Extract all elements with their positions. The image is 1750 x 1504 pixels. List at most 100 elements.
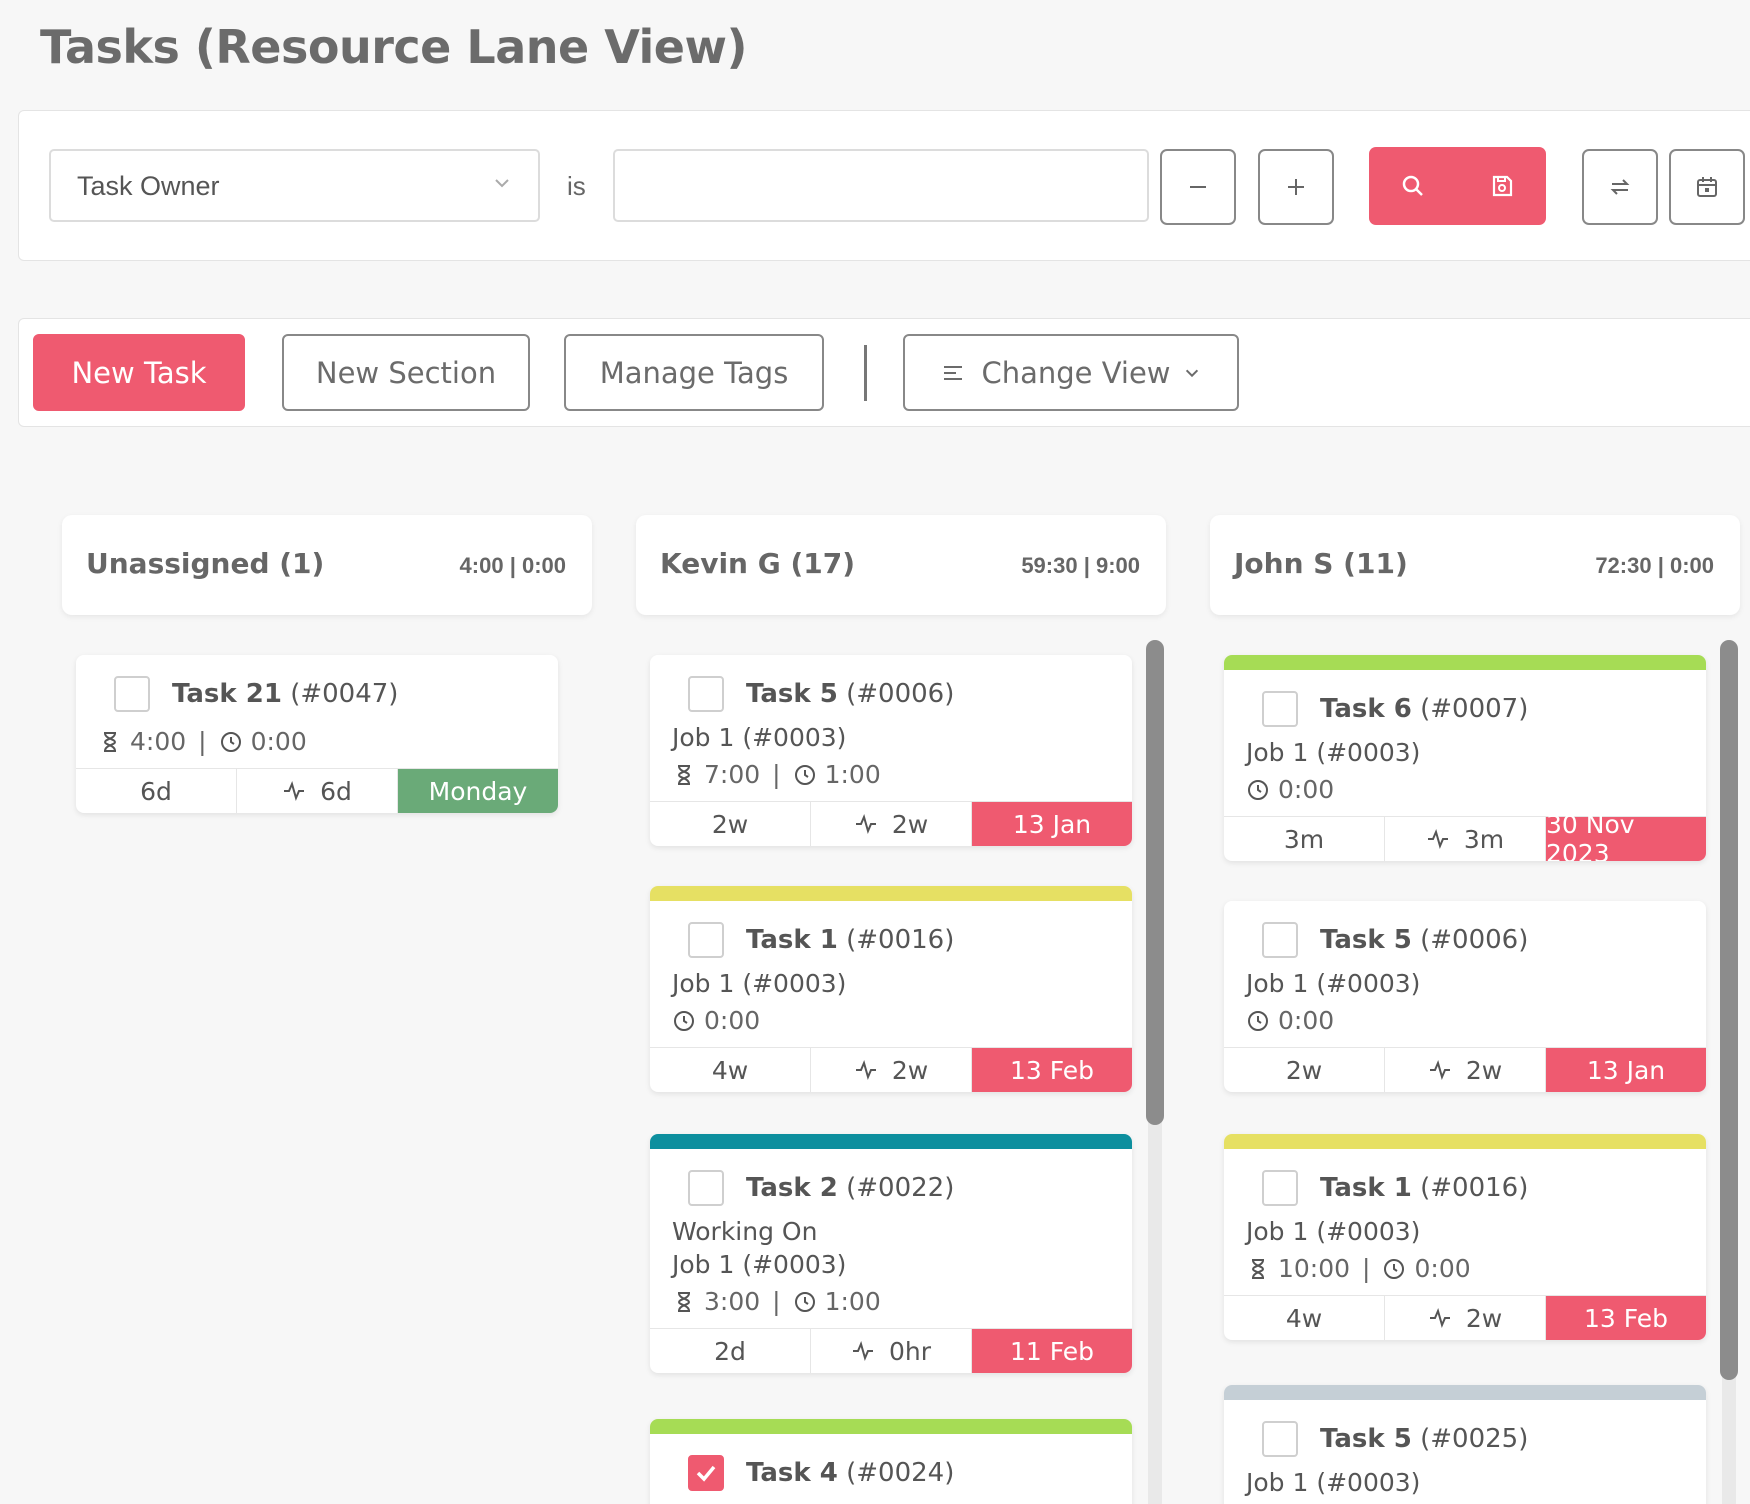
check-icon bbox=[696, 1465, 716, 1482]
task-name: Task 4 bbox=[746, 1458, 838, 1488]
chevron-down-icon bbox=[1185, 369, 1198, 377]
job-link[interactable]: Job 1 (#0003) bbox=[1246, 969, 1421, 998]
due-date-badge: 13 Feb bbox=[972, 1048, 1132, 1092]
task-card[interactable]: Task 6 (#0007) Job 1 (#0003) 0:00 3m 3m … bbox=[1224, 655, 1706, 861]
job-link[interactable]: Job 1 (#0003) bbox=[672, 1250, 847, 1279]
task-name: Task 2 bbox=[746, 1173, 838, 1203]
toolbar-divider bbox=[864, 345, 867, 401]
lane-name: Unassigned (1) bbox=[86, 547, 325, 580]
task-title: Task 4 (#0024) bbox=[746, 1458, 954, 1488]
task-id: (#0016) bbox=[846, 925, 955, 955]
lane-scrollbar-thumb[interactable] bbox=[1146, 640, 1164, 1125]
task-status: Working On bbox=[672, 1217, 818, 1246]
task-title: Task 1 (#0016) bbox=[1320, 1173, 1528, 1203]
add-filter-button[interactable] bbox=[1258, 149, 1334, 225]
task-name: Task 5 bbox=[1320, 1424, 1412, 1454]
task-id: (#0006) bbox=[846, 679, 955, 709]
task-id: (#0007) bbox=[1420, 694, 1529, 724]
tag-color-bar bbox=[650, 1134, 1132, 1149]
job-link[interactable]: Job 1 (#0003) bbox=[1246, 1217, 1421, 1246]
new-task-button[interactable]: New Task bbox=[33, 334, 245, 411]
task-card[interactable]: Task 5 (#0006) Job 1 (#0003) 7:00 | 1:00… bbox=[650, 655, 1132, 846]
activity-cell: 3m bbox=[1385, 817, 1546, 861]
lane-scrollbar-thumb[interactable] bbox=[1720, 640, 1738, 1380]
logged-time: 1:00 bbox=[824, 760, 881, 789]
task-card[interactable]: Task 2 (#0022) Working On Job 1 (#0003) … bbox=[650, 1134, 1132, 1373]
due-date-badge: 13 Jan bbox=[972, 802, 1132, 846]
task-checkbox[interactable] bbox=[688, 676, 724, 712]
clock-icon bbox=[220, 731, 241, 752]
refresh-button[interactable] bbox=[1582, 149, 1658, 225]
manage-tags-button[interactable]: Manage Tags bbox=[564, 334, 824, 411]
calendar-button[interactable] bbox=[1669, 149, 1745, 225]
task-card[interactable]: Task 21 (#0047) 4:00 | 0:00 6d 6d Monday bbox=[76, 655, 558, 813]
task-id: (#0025) bbox=[1420, 1424, 1529, 1454]
activity-value: 2w bbox=[1465, 1055, 1503, 1085]
lane-header-kevin[interactable]: Kevin G (17) 59:30 | 9:00 bbox=[636, 515, 1166, 615]
task-name: Task 5 bbox=[746, 679, 838, 709]
job-link[interactable]: Job 1 (#0003) bbox=[672, 723, 847, 752]
task-card[interactable]: Task 5 (#0006) Job 1 (#0003) 0:00 2w 2w … bbox=[1224, 901, 1706, 1092]
filter-field-select[interactable]: Task Owner bbox=[49, 149, 540, 222]
task-name: Task 1 bbox=[746, 925, 838, 955]
lane-header-john[interactable]: John S (11) 72:30 | 0:00 bbox=[1210, 515, 1740, 615]
task-name: Task 21 bbox=[172, 679, 282, 709]
task-name: Task 6 bbox=[1320, 694, 1412, 724]
duration-cell: 4w bbox=[1224, 1296, 1385, 1340]
due-date-badge: 11 Feb bbox=[972, 1329, 1132, 1373]
task-checkbox[interactable] bbox=[1262, 691, 1298, 727]
task-card[interactable]: Task 4 (#0024) bbox=[650, 1419, 1132, 1504]
task-checkbox-checked[interactable] bbox=[688, 1455, 724, 1491]
lane-hours: 72:30 | 0:00 bbox=[1595, 553, 1714, 578]
change-view-button[interactable]: Change View bbox=[903, 334, 1239, 411]
task-checkbox[interactable] bbox=[1262, 922, 1298, 958]
task-card[interactable]: Task 5 (#0025) Job 1 (#0003) bbox=[1224, 1385, 1706, 1504]
activity-value: 6d bbox=[320, 776, 352, 806]
duration-cell: 2d bbox=[650, 1329, 811, 1373]
save-filter-button[interactable] bbox=[1458, 147, 1547, 225]
duration-cell: 2w bbox=[650, 802, 811, 846]
pulse-icon bbox=[1427, 829, 1448, 849]
pulse-icon bbox=[852, 1341, 873, 1361]
logged-time: 0:00 bbox=[250, 727, 307, 756]
due-date-badge: 13 Jan bbox=[1546, 1048, 1706, 1092]
pulse-icon bbox=[1429, 1060, 1450, 1080]
tag-color-bar bbox=[650, 886, 1132, 901]
lane-header-unassigned[interactable]: Unassigned (1) 4:00 | 0:00 bbox=[62, 515, 592, 615]
task-title: Task 2 (#0022) bbox=[746, 1173, 954, 1203]
remove-filter-button[interactable] bbox=[1160, 149, 1236, 225]
task-card[interactable]: Task 1 (#0016) Job 1 (#0003) 0:00 4w 2w … bbox=[650, 886, 1132, 1092]
calendar-icon bbox=[1697, 177, 1717, 197]
pulse-icon bbox=[855, 1060, 876, 1080]
task-checkbox[interactable] bbox=[1262, 1421, 1298, 1457]
activity-cell: 2w bbox=[1385, 1296, 1546, 1340]
job-link[interactable]: Job 1 (#0003) bbox=[1246, 738, 1421, 767]
new-section-button[interactable]: New Section bbox=[282, 334, 530, 411]
activity-value: 2w bbox=[891, 809, 929, 839]
logged-time: 0:00 bbox=[1278, 1006, 1335, 1035]
clock-icon bbox=[1248, 1010, 1268, 1031]
tag-color-bar bbox=[1224, 1134, 1706, 1149]
due-date-badge: 30 Nov 2023 bbox=[1546, 810, 1706, 861]
task-checkbox[interactable] bbox=[114, 676, 150, 712]
activity-cell: 2w bbox=[811, 802, 972, 846]
filter-value-input[interactable] bbox=[613, 149, 1149, 222]
job-link[interactable]: Job 1 (#0003) bbox=[672, 969, 847, 998]
search-icon bbox=[1403, 175, 1424, 196]
estimate-time: 7:00 bbox=[704, 760, 761, 789]
search-button[interactable] bbox=[1369, 147, 1458, 225]
task-checkbox[interactable] bbox=[1262, 1170, 1298, 1206]
filter-field-value: Task Owner bbox=[77, 171, 220, 201]
estimate-time: 10:00 bbox=[1278, 1254, 1351, 1283]
task-title: Task 1 (#0016) bbox=[746, 925, 954, 955]
task-card[interactable]: Task 1 (#0016) Job 1 (#0003) 10:00 | 0:0… bbox=[1224, 1134, 1706, 1340]
due-date-badge: 13 Feb bbox=[1546, 1296, 1706, 1340]
task-checkbox[interactable] bbox=[688, 1170, 724, 1206]
clock-icon bbox=[794, 1291, 815, 1312]
hourglass-icon bbox=[677, 764, 691, 785]
activity-value: 0hr bbox=[888, 1336, 932, 1366]
job-link[interactable]: Job 1 (#0003) bbox=[1246, 1468, 1421, 1497]
activity-cell: 0hr bbox=[811, 1329, 972, 1373]
task-checkbox[interactable] bbox=[688, 922, 724, 958]
task-title: Task 6 (#0007) bbox=[1320, 694, 1528, 724]
